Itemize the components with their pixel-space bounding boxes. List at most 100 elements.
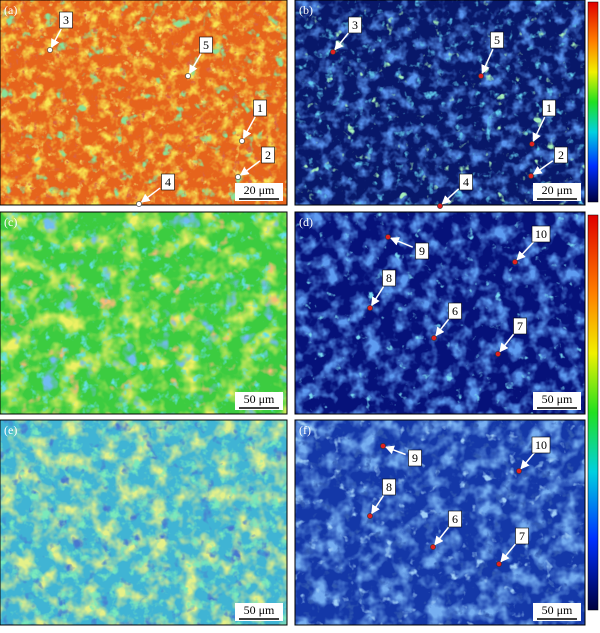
marker-label: 2	[265, 148, 271, 162]
panel-tag: (e)	[4, 423, 17, 437]
arrow	[242, 116, 256, 140]
marker-box	[253, 99, 267, 117]
image-panel	[295, 420, 585, 625]
marker-label: 2	[558, 148, 564, 162]
marker-label: 4	[165, 175, 171, 189]
arrow	[532, 116, 546, 143]
arrow	[384, 445, 406, 456]
marker-label: 9	[412, 451, 418, 465]
site-point	[235, 174, 241, 180]
marker-box	[199, 36, 213, 54]
marker-box	[348, 16, 362, 34]
arrow	[370, 286, 385, 307]
scale-bar-box	[235, 603, 283, 621]
site-point	[136, 201, 142, 207]
texture	[295, 420, 585, 625]
panel-tag: (f)	[299, 423, 311, 437]
arrow	[516, 240, 535, 261]
texture	[295, 212, 585, 414]
marker-label: 7	[517, 319, 523, 333]
panel-border	[294, 211, 586, 415]
site-point	[516, 468, 522, 474]
texture	[0, 212, 287, 414]
marker-box	[59, 11, 73, 29]
arrow	[140, 187, 161, 203]
scale-bar-label: 50 μm	[542, 392, 573, 406]
marker-label: 7	[519, 529, 525, 543]
scale-bar-label: 50 μm	[244, 603, 275, 617]
site-point	[437, 203, 443, 209]
arrow	[239, 160, 261, 176]
marker-label: 9	[419, 244, 425, 258]
site-point	[47, 47, 53, 53]
color-bar	[587, 214, 599, 611]
panel-tag: (a)	[4, 3, 17, 17]
image-panel	[0, 212, 287, 414]
site-point	[367, 305, 373, 311]
site-point	[495, 351, 501, 357]
marker-label: 5	[494, 33, 500, 47]
arrow	[389, 237, 414, 248]
site-point	[430, 544, 436, 550]
arrow	[481, 48, 494, 75]
texture	[295, 0, 585, 205]
site-point	[385, 234, 391, 240]
panel-border	[0, 0, 288, 206]
marker-box	[415, 242, 429, 260]
marker-box	[531, 225, 551, 243]
marker-label: 5	[203, 38, 209, 52]
marker-box	[490, 31, 504, 49]
marker-label: 8	[386, 480, 392, 494]
panel-tag: (d)	[299, 215, 313, 229]
color-bar	[587, 1, 599, 203]
marker-box	[161, 173, 175, 191]
panel-border	[294, 419, 586, 626]
marker-label: 6	[452, 304, 458, 318]
arrow	[441, 188, 460, 205]
arrow	[188, 53, 202, 75]
texture	[0, 0, 287, 205]
arrow	[371, 494, 385, 515]
marker-box	[448, 510, 462, 528]
marker-label: 10	[535, 227, 547, 241]
marker-box	[382, 269, 396, 287]
site-point	[431, 335, 437, 341]
arrow	[532, 160, 554, 175]
panel-border	[0, 211, 288, 415]
marker-label: 1	[257, 101, 263, 115]
site-point	[528, 173, 534, 179]
site-point	[185, 73, 191, 79]
panel-tag: (c)	[4, 215, 17, 229]
marker-box	[448, 302, 462, 320]
scale-bar-box	[235, 183, 283, 201]
scale-bar-box	[533, 603, 581, 621]
marker-box	[515, 527, 529, 545]
marker-box	[382, 478, 396, 496]
site-point	[380, 443, 386, 449]
arrow	[520, 452, 536, 470]
marker-box	[531, 436, 551, 454]
panel-tag: (b)	[299, 3, 313, 17]
site-point	[529, 141, 535, 147]
marker-box	[554, 146, 568, 164]
arrow	[500, 543, 517, 563]
arrow	[334, 32, 350, 51]
panel-border	[0, 419, 288, 626]
scale-bar-box	[235, 392, 283, 410]
site-point	[330, 49, 336, 55]
marker-label: 3	[63, 13, 69, 27]
arrow	[435, 318, 450, 337]
marker-box	[542, 99, 556, 117]
marker-box	[261, 146, 275, 164]
marker-label: 1	[546, 101, 552, 115]
marker-label: 6	[452, 512, 458, 526]
marker-box	[513, 317, 527, 335]
site-point	[512, 259, 518, 265]
marker-label: 4	[463, 175, 469, 189]
marker-box	[408, 449, 422, 467]
site-point	[496, 561, 502, 567]
arrow	[434, 526, 450, 546]
image-panel	[295, 0, 585, 205]
arrow	[50, 28, 62, 49]
